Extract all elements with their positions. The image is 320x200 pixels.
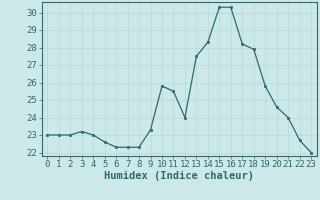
X-axis label: Humidex (Indice chaleur): Humidex (Indice chaleur) bbox=[104, 171, 254, 181]
